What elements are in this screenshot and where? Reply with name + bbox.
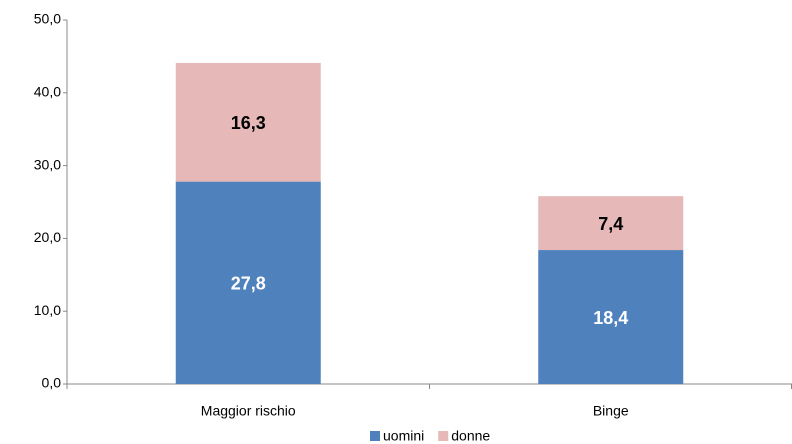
y-tick-label: 10,0	[34, 302, 61, 318]
y-tick-label: 20,0	[34, 229, 61, 245]
bar-segment	[175, 181, 321, 384]
value-label: 18,4	[593, 308, 628, 328]
bar-segment	[538, 196, 684, 251]
y-tick-label: 50,0	[34, 11, 61, 27]
value-label: 7,4	[598, 214, 623, 234]
legend-swatch	[438, 431, 449, 441]
x-tick-label: Maggior rischio	[201, 403, 296, 419]
y-tick-label: 30,0	[34, 156, 61, 172]
legend-swatch	[370, 431, 380, 441]
value-label: 27,8	[231, 274, 266, 294]
legend-label: donne	[451, 428, 490, 444]
legend-label: uomini	[383, 428, 424, 444]
value-label: 16,3	[231, 113, 266, 133]
y-tick-label: 0,0	[42, 375, 62, 391]
bar-segment	[175, 62, 321, 182]
y-tick-label: 40,0	[34, 84, 61, 100]
x-tick-label: Binge	[593, 403, 629, 419]
bar-segment	[538, 250, 684, 384]
